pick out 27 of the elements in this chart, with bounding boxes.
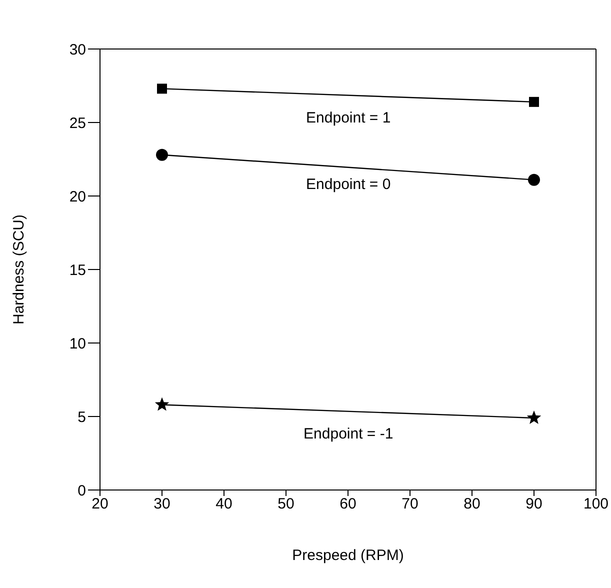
x-tick-label: 40 xyxy=(216,496,232,513)
x-axis-title: Prespeed (RPM) xyxy=(292,547,404,564)
y-tick-label: 30 xyxy=(69,41,86,58)
x-tick-label: 70 xyxy=(402,496,418,513)
y-tick-label: 20 xyxy=(69,188,86,206)
x-tick-label: 20 xyxy=(92,496,108,513)
series-label: Endpoint = 0 xyxy=(306,176,391,193)
y-tick-label: 0 xyxy=(78,482,86,500)
x-tick-label: 80 xyxy=(464,496,480,513)
point xyxy=(528,174,540,186)
point xyxy=(154,397,170,411)
y-tick-label: 15 xyxy=(69,262,86,279)
point xyxy=(157,84,167,94)
point xyxy=(529,96,539,107)
x-tick-label: 60 xyxy=(340,496,356,513)
y-tick-label: 5 xyxy=(78,408,86,426)
y-tick-label: 25 xyxy=(69,114,86,132)
x-tick-label: 90 xyxy=(526,496,542,513)
series-label: Endpoint = -1 xyxy=(304,426,394,443)
point xyxy=(156,148,168,161)
point xyxy=(526,410,542,424)
x-tick-label: 50 xyxy=(278,496,294,513)
x-tick-label: 30 xyxy=(154,496,170,513)
y-tick-label: 10 xyxy=(69,335,86,352)
x-tick-label: 100 xyxy=(583,496,609,513)
series-label: Endpoint = 1 xyxy=(306,110,391,127)
y-axis-title: Hardness (SCU) xyxy=(10,214,28,325)
